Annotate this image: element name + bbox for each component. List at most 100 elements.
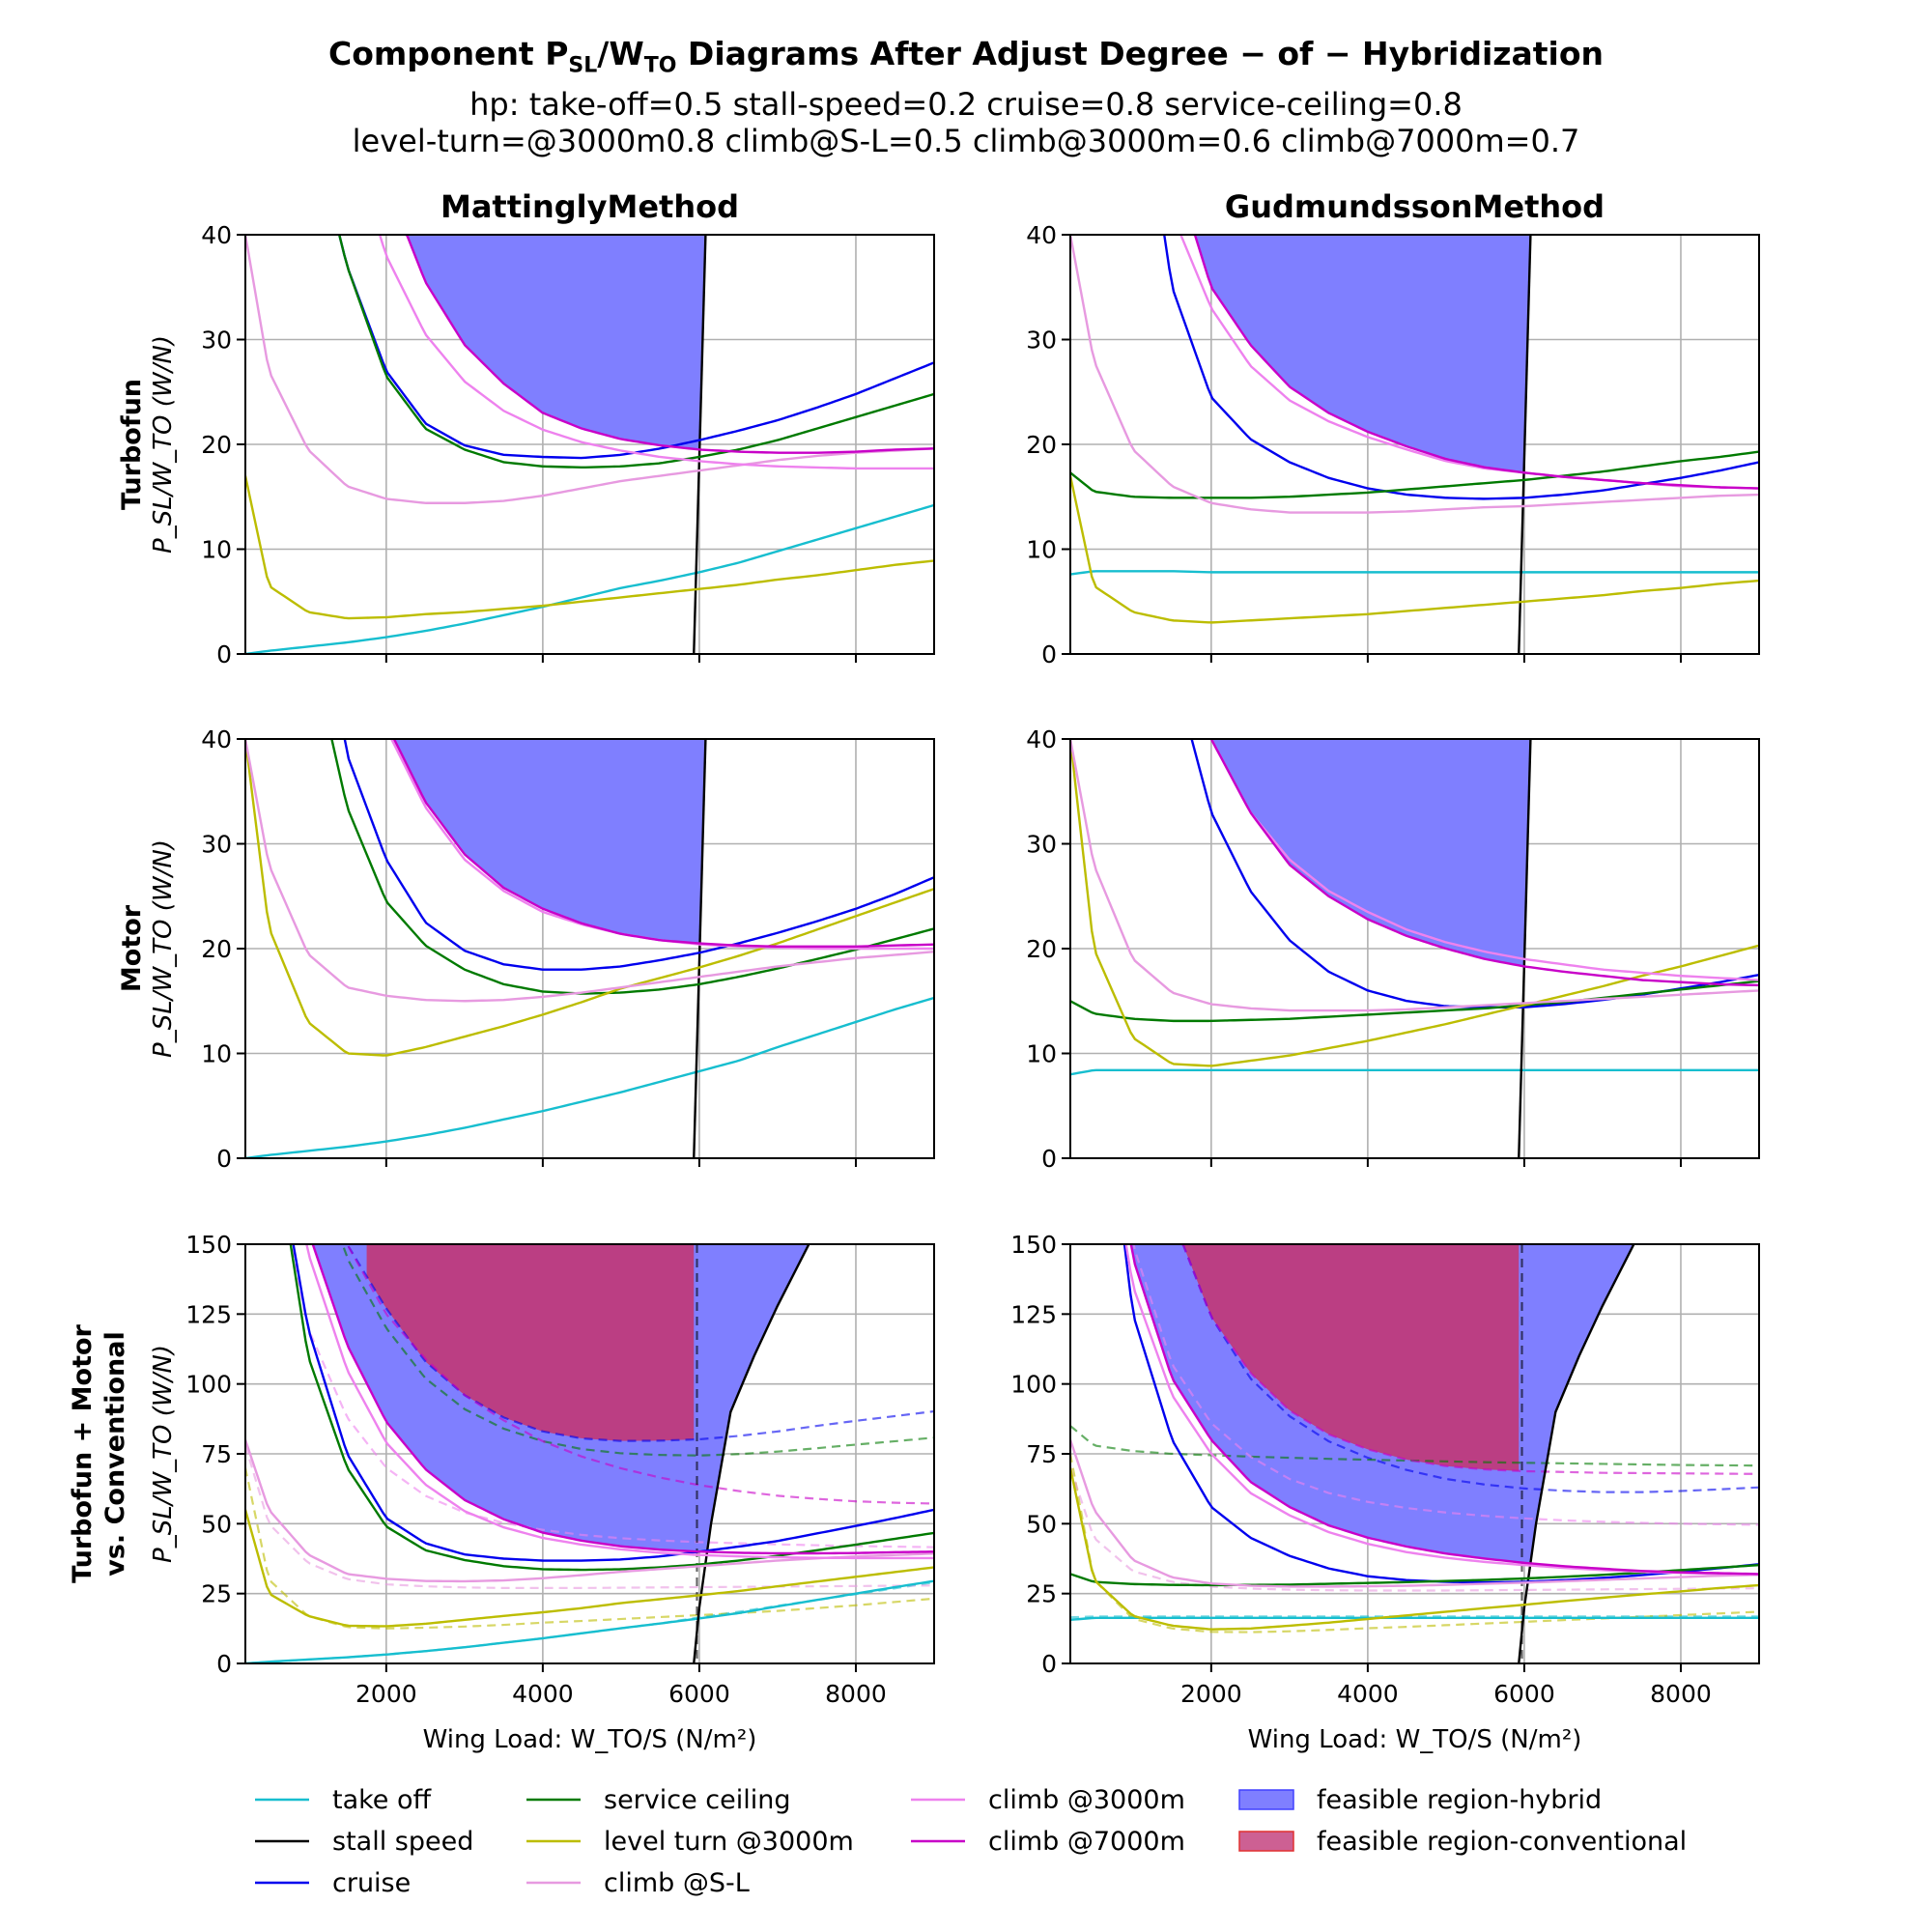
plot-area [1070,739,1759,1158]
x-axis-label: Wing Load: W_TO/S (N/m²) [423,1725,757,1754]
y-axis-label: P_SL/W_TO (W/N) [149,1345,178,1563]
series-climb-s-l-conventional [245,1445,934,1589]
series-climb-7000m [1129,1244,1759,1576]
feasible-region-hybrid [1178,235,1531,473]
plot-area [245,1244,934,1663]
series-stall-speed [693,739,707,1158]
x-tick-label: 8000 [1650,1680,1712,1708]
figure-subtitle-line-2: level-turn=@3000m0.8 climb@S-L=0.5 climb… [352,122,1580,159]
feasible-region-conventional [1172,1244,1520,1471]
x-tick-label: 4000 [512,1680,574,1708]
legend-item-stall-speed: stall speed [255,1827,473,1857]
series-take-off [1070,1068,1759,1076]
series-climb-s-l [1070,235,1759,514]
panel-turbofun-gudmundssonmethod: 0 10 20 30 40 [1026,221,1760,668]
feasible-region-hybrid [1179,739,1531,967]
x-tick-label: 2000 [1180,1680,1242,1708]
y-tick-label: 40 [201,221,232,249]
y-tick-label: 0 [1041,640,1057,668]
panel-motor-mattinglymethod: 0 10 20 30 40 P_SL/W_TO (W/N) [149,725,935,1173]
legend-item-climb-7000m: climb @7000m [911,1827,1185,1857]
series-climb-s-l-conventional [1070,1467,1759,1592]
legend-swatch [1238,1831,1294,1852]
x-axis-label: Wing Load: W_TO/S (N/m²) [1248,1725,1582,1754]
series-take-off [245,503,934,654]
y-tick-label: 20 [1026,431,1057,459]
y-tick-label: 30 [1026,327,1057,355]
series-climb-7000m-conventional [1181,1244,1759,1475]
series-level-turn-3000m [245,739,934,1057]
legend-item-feasible-region-hybrid: feasible region-hybrid [1238,1785,1602,1815]
y-tick-label: 0 [216,1650,232,1678]
series-take-off [245,996,934,1158]
series-level-turn-conventional [245,1467,934,1630]
y-tick-label: 40 [1026,221,1057,249]
legend-item-cruise: cruise [255,1868,411,1898]
y-tick-label: 50 [1026,1510,1057,1538]
x-tick-label: 6000 [668,1680,730,1708]
plot-area [1070,1244,1759,1663]
panel-motor-gudmundssonmethod: 0 10 20 30 40 [1026,725,1760,1173]
legend-item-feasible-region-conventional: feasible region-conventional [1238,1827,1687,1857]
y-tick-label: 20 [201,935,232,963]
series-climb-s-l [245,235,934,504]
series-climb-s-l [245,739,934,1003]
legend-label: stall speed [332,1827,473,1857]
y-tick-label: 10 [1026,1040,1057,1068]
y-tick-label: 0 [1041,1650,1057,1678]
panel-turbofun-motor-vs-conventional-mattinglymethod: 0 25 50 75 100 125 150 2000 4000 6000 8000 Wing Loa… [149,1231,935,1754]
row-title-turbofun-motor: Turbofun + Motor [68,1323,98,1582]
series-level-turn-conventional [1070,1453,1759,1634]
row-title-turbofun: Turbofun [117,379,147,510]
y-tick-label: 100 [185,1371,232,1399]
y-tick-label: 30 [201,831,232,859]
plot-area [1070,235,1759,654]
series-service-ceiling [330,739,934,995]
y-tick-label: 100 [1010,1371,1057,1399]
figure-title: Component PSL/WTO Diagrams After Adjust … [328,35,1604,78]
y-tick-label: 0 [216,640,232,668]
series-climb-3000m-conventional [1132,1244,1759,1526]
series-climb-3000m [378,235,934,470]
y-tick-label: 125 [185,1300,232,1328]
series-climb-7000m [1193,235,1759,490]
labels-group: MattinglyMethod GudmundssonMethod Turbofun… [68,188,1605,1583]
y-tick-label: 30 [1026,831,1057,859]
x-tick-label: 8000 [825,1680,887,1708]
series-service-ceiling [1070,980,1759,1023]
y-tick-label: 0 [1041,1145,1057,1173]
series-stall-speed [1518,235,1532,654]
y-axis-label: P_SL/W_TO (W/N) [149,839,178,1058]
panel-turbofun-motor-vs-conventional-gudmundssonmethod: 0 25 50 75 100 125 150 2000 4000 6000 8000 Wing Loa… [1010,1231,1760,1754]
series-climb-3000m [305,1244,934,1560]
y-tick-label: 75 [201,1440,232,1468]
series-level-turn-3000m [245,1509,934,1628]
x-tick-label: 4000 [1337,1680,1399,1708]
series-climb-7000m-conventional [346,1244,934,1505]
y-tick-label: 150 [185,1231,232,1259]
row-title-motor: Motor [117,904,147,992]
series-climb-3000m [1209,739,1759,981]
legend-swatch [1238,1789,1294,1810]
series-stall-speed [693,1244,810,1663]
legend-label: feasible region-conventional [1317,1827,1687,1857]
series-service-ceiling-conventional [341,1244,934,1457]
y-tick-label: 0 [216,1145,232,1173]
row-title-vs-conventional: vs. Conventional [100,1331,130,1576]
figure-title-block: Component PSL/WTO Diagrams After Adjust … [0,35,1932,159]
series-service-ceiling [289,1244,934,1572]
x-tick-label: 2000 [355,1680,417,1708]
series-service-ceiling [337,235,934,469]
series-take-off-conventional [245,1581,934,1663]
y-tick-label: 25 [1026,1580,1057,1608]
series-stall-speed [1518,739,1532,1158]
column-title-gudmundssonmethod: GudmundssonMethod [1225,188,1605,225]
panel-turbofun-mattinglymethod: 0 10 20 30 40 P_SL/W_TO (W/N) [149,221,935,668]
series-take-off [245,1579,934,1663]
legend-label: level turn @3000m [604,1827,854,1857]
legend-label: climb @7000m [988,1827,1185,1857]
legend-item-climb-s-l: climb @S-L [526,1868,750,1898]
series-climb-7000m [405,235,934,454]
series-climb-3000m-conventional [290,1244,934,1548]
